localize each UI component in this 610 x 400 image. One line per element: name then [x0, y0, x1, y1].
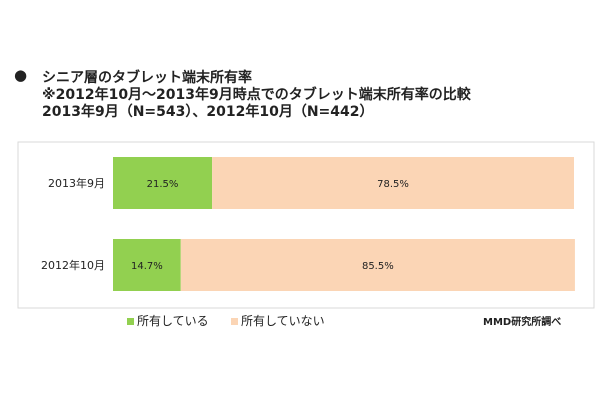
legend-swatch-not-owned — [231, 318, 238, 325]
legend-label-owned: 所有している — [137, 314, 209, 328]
chart-title: シニア層のタブレット端末所有率 — [42, 70, 252, 86]
legend-item-owned: 所有している — [127, 312, 209, 329]
legend-label-not-owned: 所有していない — [241, 314, 325, 328]
plot-frame — [17, 141, 595, 309]
data-label: 21.5% — [147, 179, 179, 190]
data-label: 85.5% — [362, 261, 394, 272]
category-label: 2013年9月 — [48, 176, 105, 190]
bar-segment — [180, 239, 575, 291]
chart-sample-sizes: 2013年9月（N=543）、2012年10月（N=442） — [42, 104, 374, 120]
data-label: 14.7% — [131, 261, 163, 272]
chart-subtitle: ※2012年10月～2013年9月時点でのタブレット端末所有率の比較 — [42, 87, 471, 103]
bar-segment — [113, 157, 213, 209]
legend-item-not-owned: 所有していない — [231, 312, 325, 329]
data-label: 78.5% — [377, 179, 409, 190]
category-label: 2012年10月 — [41, 258, 105, 272]
source-credit: MMD研究所調べ — [483, 317, 562, 328]
legend-swatch-owned — [127, 318, 134, 325]
bullet-icon: ● — [14, 66, 28, 84]
bar-segment — [113, 239, 181, 291]
bar-segment — [212, 157, 575, 209]
